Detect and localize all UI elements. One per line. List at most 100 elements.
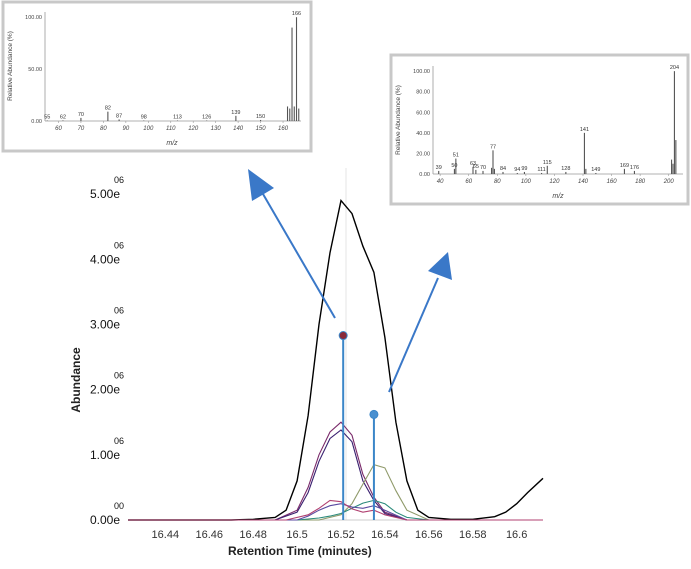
spectrum-panel-2-frame (389, 53, 690, 206)
spectrum-2-peak-label: 50 (451, 163, 457, 169)
spectrum-2-peak-label: 84 (500, 166, 506, 172)
x-tick-label: 16.54 (371, 529, 399, 541)
spectrum-2-peak-label: 149 (591, 167, 600, 173)
spectrum-2-peak-label: 77 (490, 144, 496, 150)
y-tick-exponent: 00 (114, 501, 124, 511)
spectrum-2-x-tick-label: 40 (437, 179, 444, 185)
spectrum-panel-1-frame (1, 0, 313, 153)
spectrum-2-x-tick-label: 140 (578, 179, 589, 185)
spectrum-2-y-tick-label: 60.00 (416, 110, 430, 116)
spectrum-1-peak-label: 55 (44, 114, 50, 120)
spectrum-1-peak-label: 150 (256, 114, 265, 120)
spectrum-2-y-tick-label: 40.00 (416, 131, 430, 137)
peak-marker-1[interactable] (338, 331, 348, 341)
spectrum-1-peak-label: 139 (231, 110, 240, 116)
spectrum-2-peak-label: 141 (580, 127, 589, 133)
spectrum-2-x-ticks: 40 60 80 100 120 140 160 180 200 (437, 174, 675, 185)
x-tick-label: 16.46 (195, 529, 223, 541)
pointer-arrows (248, 169, 452, 393)
spectrum-1-x-tick-label: 140 (233, 126, 244, 132)
y-tick-exponent: 06 (114, 175, 124, 185)
spectrum-2-peak-label: 65 (473, 164, 479, 170)
spectrum-1-y-ticks: 0.00 50.00 100.00 (25, 15, 42, 125)
peak-marker-2[interactable] (369, 409, 379, 419)
chromatogram-series-group (128, 199, 544, 521)
x-axis-title: Retention Time (minutes) (228, 544, 372, 558)
spectrum-1-peak-label: 70 (78, 112, 84, 118)
x-tick-label: 16.44 (152, 529, 180, 541)
spectrum-2-peak-label: 115 (543, 160, 552, 166)
spectrum-2-peak-label: 128 (561, 166, 570, 172)
y-tick-label: 5.00e (90, 187, 120, 201)
spectrum-2-peak-label: 51 (453, 153, 459, 159)
spectrum-2-y-tick-label: 100.00 (413, 69, 430, 75)
chromatogram-chart: 16.44 16.46 16.48 16.5 16.52 16.54 16.56 16.58 1… (69, 168, 544, 558)
y-tick-labels: 0.00e 00 1.00e 06 2.00e 06 3.00e 06 4.00e 06 5.00e… (90, 175, 124, 527)
y-tick-exponent: 06 (114, 240, 124, 250)
spectrum-2-peak-label: 111 (537, 167, 545, 173)
chromatogram-trace-1 (128, 199, 544, 521)
chromatogram-trace-3 (128, 429, 543, 521)
spectrum-1-peak-label: 87 (116, 113, 122, 119)
spectrum-2-peak-label: 169 (620, 163, 629, 169)
spectrum-2-peak-label: 63 (470, 161, 476, 167)
spectrum-2-x-tick-label: 180 (635, 179, 646, 185)
spectrum-2-peak-label: 70 (480, 165, 486, 171)
y-tick-exponent: 06 (114, 371, 124, 381)
x-tick-label: 16.48 (239, 529, 267, 541)
mass-spectrum-panel-1: 55 62 70 82 87 98 113 126 139 150 166 60 70 80 90 100 1… (1, 0, 313, 153)
spectrum-2-x-tick-label: 120 (549, 179, 560, 185)
spectrum-2-y-tick-label: 0.00 (419, 172, 430, 178)
chromatogram-trace-2 (128, 421, 543, 521)
spectrum-1-x-tick-label: 150 (256, 126, 267, 132)
y-tick-label: 3.00e (90, 317, 120, 331)
x-tick-label: 16.52 (327, 529, 355, 541)
spectrum-1-y-tick-label: 50.00 (28, 67, 42, 73)
spectrum-1-y-tick-label: 0.00 (31, 119, 42, 125)
spectrum-2-x-axis-title: m/z (552, 193, 564, 200)
spectrum-1-peak-label: 166 (292, 11, 301, 17)
chromatogram-trace-4 (128, 463, 543, 521)
spectrum-1-x-tick-label: 110 (166, 126, 176, 132)
arrow-head-left (248, 169, 274, 201)
spectrum-2-peak-label: 39 (436, 165, 442, 171)
arrow-head-right (428, 252, 452, 280)
chromatogram-trace-5 (128, 499, 543, 521)
spectrum-1-peak-label: 98 (141, 114, 147, 120)
spectrum-1-x-tick-label: 80 (100, 126, 107, 132)
spectrum-1-x-tick-label: 90 (122, 126, 129, 132)
x-tick-label: 16.58 (459, 529, 487, 541)
spectrum-1-x-tick-label: 130 (211, 126, 222, 132)
x-tick-label: 16.56 (415, 529, 443, 541)
y-tick-exponent: 06 (114, 305, 124, 315)
spectrum-1-x-axis-title: m/z (166, 140, 178, 147)
spectrum-2-y-tick-label: 20.00 (416, 151, 430, 157)
spectrum-1-x-ticks: 60 70 80 90 100 110 120 130 140 150 160 (55, 121, 289, 132)
y-tick-label: 2.00e (90, 383, 120, 397)
spectrum-1-x-tick-label: 70 (78, 126, 85, 132)
y-tick-exponent: 06 (114, 436, 124, 446)
spectrum-1-peaks: 55 62 70 82 87 98 113 126 139 150 166 (44, 11, 301, 121)
spectrum-1-peak-label: 62 (60, 114, 66, 120)
spectrum-1-peak-label: 113 (173, 114, 182, 120)
spectrum-1-x-tick-label: 160 (278, 126, 289, 132)
spectrum-2-x-tick-label: 200 (663, 179, 675, 185)
chromatogram-trace-6 (128, 503, 543, 521)
spectrum-1-x-tick-label: 100 (143, 126, 154, 132)
y-tick-label: 4.00e (90, 252, 120, 266)
y-tick-label: 0.00e (90, 513, 120, 527)
chromatogram-markers (338, 331, 379, 520)
spectrum-2-y-ticks: 0.00 20.00 40.00 60.00 80.00 100.00 (413, 69, 430, 178)
spectrum-2-peak-label: 99 (521, 166, 527, 172)
spectrum-2-x-tick-label: 100 (521, 179, 532, 185)
spectrum-2-x-tick-label: 60 (465, 179, 472, 185)
x-tick-label: 16.5 (286, 529, 307, 541)
chromatogram-trace-7 (128, 499, 543, 521)
arrow-line-right (388, 277, 439, 393)
spectrum-1-x-tick-label: 60 (55, 126, 62, 132)
y-tick-label: 1.00e (90, 448, 120, 462)
spectrum-1-peak-label: 82 (105, 106, 111, 112)
